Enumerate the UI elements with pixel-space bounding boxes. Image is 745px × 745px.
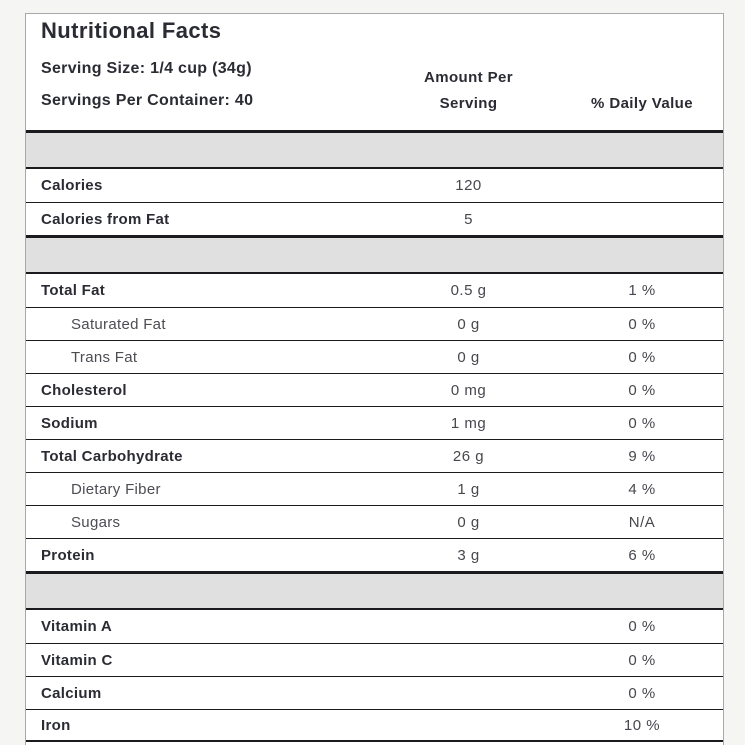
row-label: Calories from Fat bbox=[41, 210, 170, 228]
row-label: Calcium bbox=[41, 684, 102, 702]
serving-info: Nutritional Facts Serving Size: 1/4 cup … bbox=[41, 18, 361, 117]
row-label: Saturated Fat bbox=[71, 315, 166, 333]
table-row: Sodium 1 mg 0 % bbox=[26, 406, 723, 439]
separator-row bbox=[26, 130, 723, 169]
row-daily: 6 % bbox=[628, 546, 656, 564]
table-row: Cholesterol 0 mg 0 % bbox=[26, 373, 723, 406]
row-daily: 0 % bbox=[628, 684, 656, 702]
row-label: Protein bbox=[41, 546, 95, 564]
table-row: Vitamin C 0 % bbox=[26, 643, 723, 676]
table-row: Trans Fat 0 g 0 % bbox=[26, 340, 723, 373]
table-row: Calories from Fat 5 bbox=[26, 202, 723, 235]
servings-per-container-line: Servings Per Container: 40 bbox=[41, 92, 254, 109]
row-daily: 4 % bbox=[628, 480, 656, 498]
separator-row bbox=[26, 571, 723, 610]
table-row: Calories 120 bbox=[26, 169, 723, 202]
row-daily: 0 % bbox=[628, 618, 656, 635]
daily-value-header-label: % Daily Value bbox=[591, 94, 693, 112]
row-amount: 3 g bbox=[457, 546, 480, 564]
row-daily: 0 % bbox=[628, 315, 656, 333]
row-daily: 10 % bbox=[623, 716, 661, 734]
row-label: Dietary Fiber bbox=[71, 480, 161, 498]
amount-per-serving-header-label: Amount Per Serving bbox=[423, 68, 513, 112]
row-label: Vitamin C bbox=[41, 651, 113, 669]
row-amount: 120 bbox=[455, 177, 482, 194]
table-row: Vitamin A 0 % bbox=[26, 610, 723, 643]
table-row: Total Carbohydrate 26 g 9 % bbox=[26, 439, 723, 472]
nutrition-facts-card: Nutritional Facts Serving Size: 1/4 cup … bbox=[25, 13, 724, 745]
row-label: Trans Fat bbox=[71, 348, 138, 366]
row-amount: 5 bbox=[464, 210, 473, 228]
table-row: Sugars 0 g N/A bbox=[26, 505, 723, 538]
row-amount: 0 g bbox=[457, 315, 480, 333]
table-row: Calcium 0 % bbox=[26, 676, 723, 709]
separator-row bbox=[26, 235, 723, 274]
table-row: Saturated Fat 0 g 0 % bbox=[26, 307, 723, 340]
table-row: Total Fat 0.5 g 1 % bbox=[26, 274, 723, 307]
row-daily: 0 % bbox=[628, 381, 656, 399]
row-amount: 0 mg bbox=[450, 381, 487, 399]
label-header: Nutritional Facts Serving Size: 1/4 cup … bbox=[26, 14, 723, 130]
row-label: Sugars bbox=[71, 513, 121, 531]
row-amount: 26 g bbox=[452, 447, 485, 465]
row-label: Calories bbox=[41, 177, 103, 194]
page-title: Nutritional Facts bbox=[41, 18, 222, 43]
row-daily: 0 % bbox=[628, 651, 656, 669]
daily-value-header: % Daily Value bbox=[576, 91, 708, 117]
table-row: Iron 10 % bbox=[26, 709, 723, 742]
row-label: Vitamin A bbox=[41, 618, 113, 635]
row-daily: 1 % bbox=[628, 282, 656, 299]
table-row: Dietary Fiber 1 g 4 % bbox=[26, 472, 723, 505]
row-amount: 0 g bbox=[457, 348, 480, 366]
row-amount: 0.5 g bbox=[450, 282, 487, 299]
row-amount: 0 g bbox=[457, 513, 480, 531]
row-amount: 1 g bbox=[457, 480, 480, 498]
row-label: Sodium bbox=[41, 414, 98, 432]
serving-size-line: Serving Size: 1/4 cup (34g) bbox=[41, 60, 252, 77]
table-row: Protein 3 g 6 % bbox=[26, 538, 723, 571]
nutrition-table: Calories 120 Calories from Fat 5 Total Fat 0.… bbox=[26, 130, 723, 742]
row-daily: N/A bbox=[628, 513, 656, 531]
row-daily: 0 % bbox=[628, 348, 656, 366]
row-label: Cholesterol bbox=[41, 381, 127, 399]
row-label: Total Carbohydrate bbox=[41, 447, 183, 465]
row-label: Iron bbox=[41, 716, 71, 734]
row-daily: 9 % bbox=[628, 447, 656, 465]
row-amount: 1 mg bbox=[450, 414, 487, 432]
row-daily: 0 % bbox=[628, 414, 656, 432]
row-label: Total Fat bbox=[41, 282, 106, 299]
amount-per-serving-header: Amount Per Serving bbox=[361, 65, 576, 118]
